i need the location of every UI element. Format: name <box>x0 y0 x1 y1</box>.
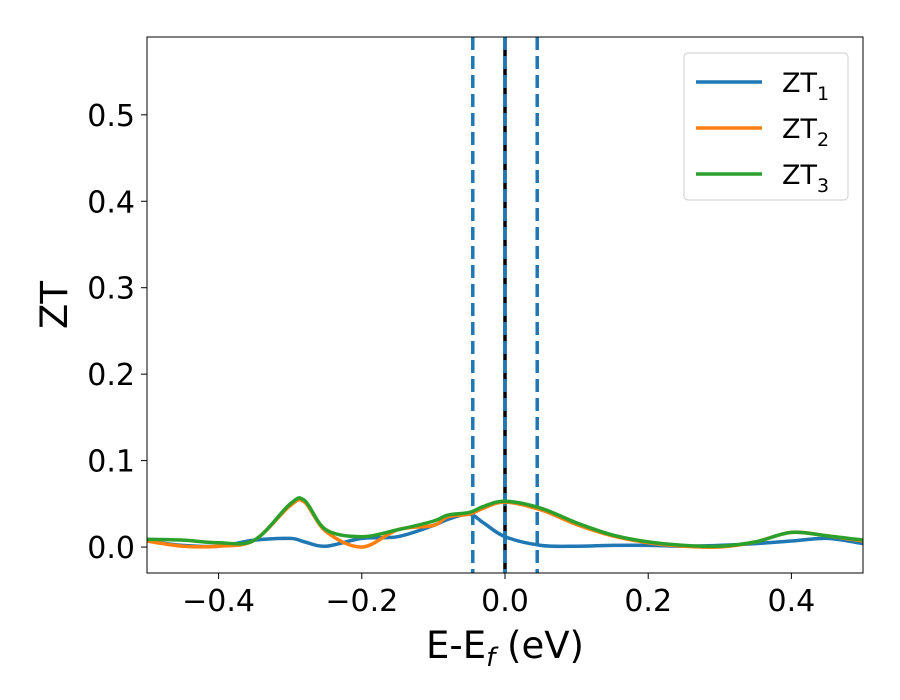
legend-label-zt1: ZT1 <box>782 68 829 105</box>
y-tick-label: 0.1 <box>87 445 135 480</box>
y-tick-label: 0.2 <box>87 358 135 393</box>
y-tick-label: 0.5 <box>87 99 135 134</box>
x-tick-label: −0.4 <box>182 584 255 619</box>
x-axis-label-main: E-E <box>426 624 486 667</box>
x-axis-label-unit: (eV) <box>495 624 584 667</box>
legend-label-zt3: ZT3 <box>782 160 829 197</box>
legend-label-zt2: ZT2 <box>782 114 829 151</box>
y-tick-label: 0.0 <box>87 531 135 566</box>
x-tick-label: 0.0 <box>481 584 529 619</box>
x-tick-label: 0.4 <box>768 584 816 619</box>
legend-box <box>683 52 849 201</box>
y-tick-label: 0.4 <box>87 185 135 220</box>
series-line-zt3 <box>147 496 863 549</box>
legend: ZT1 ZT2 ZT3 <box>683 52 849 201</box>
x-tick-label: 0.2 <box>624 584 672 619</box>
x-tick-label: −0.2 <box>325 584 398 619</box>
y-axis-label: ZT <box>33 281 76 329</box>
y-tick-label: 0.3 <box>87 272 135 307</box>
x-axis-label: E-Ef (eV) <box>426 624 584 673</box>
